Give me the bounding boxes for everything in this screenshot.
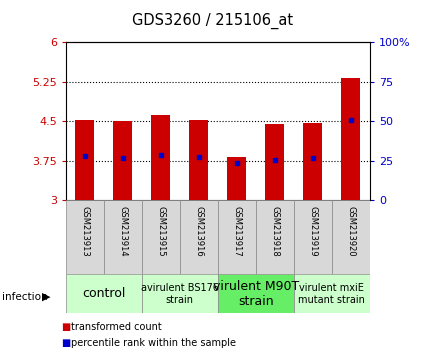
Bar [294, 274, 370, 313]
Bar [218, 200, 256, 274]
Bar [303, 123, 322, 200]
Bar [189, 120, 208, 200]
Bar [265, 124, 284, 200]
Bar [151, 115, 170, 200]
Text: GSM213913: GSM213913 [80, 206, 89, 257]
Text: control: control [82, 287, 125, 300]
Bar [142, 274, 218, 313]
Bar [227, 157, 246, 200]
Text: avirulent BS176
strain: avirulent BS176 strain [141, 283, 219, 305]
Text: GSM213914: GSM213914 [118, 206, 127, 257]
Text: ■: ■ [62, 338, 71, 348]
Text: ▶: ▶ [42, 292, 50, 302]
Bar [332, 200, 370, 274]
Text: transformed count: transformed count [71, 322, 162, 332]
Text: virulent M90T
strain: virulent M90T strain [212, 280, 299, 308]
Bar [142, 200, 180, 274]
Bar [294, 200, 332, 274]
Text: percentile rank within the sample: percentile rank within the sample [71, 338, 236, 348]
Text: GDS3260 / 215106_at: GDS3260 / 215106_at [132, 12, 293, 29]
Text: ■: ■ [62, 322, 71, 332]
Text: GSM213919: GSM213919 [308, 206, 317, 257]
Text: virulent mxiE
mutant strain: virulent mxiE mutant strain [298, 283, 365, 305]
Bar [218, 274, 294, 313]
Text: GSM213918: GSM213918 [270, 206, 279, 257]
Text: GSM213917: GSM213917 [232, 206, 241, 257]
Bar [104, 200, 142, 274]
Bar [256, 200, 294, 274]
Bar [180, 200, 218, 274]
Text: GSM213915: GSM213915 [156, 206, 165, 257]
Text: infection: infection [2, 292, 48, 302]
Text: GSM213916: GSM213916 [194, 206, 203, 257]
Bar [75, 120, 94, 200]
Bar [66, 274, 142, 313]
Bar [113, 121, 132, 200]
Bar [341, 78, 360, 200]
Bar [66, 200, 104, 274]
Text: GSM213920: GSM213920 [346, 206, 355, 257]
